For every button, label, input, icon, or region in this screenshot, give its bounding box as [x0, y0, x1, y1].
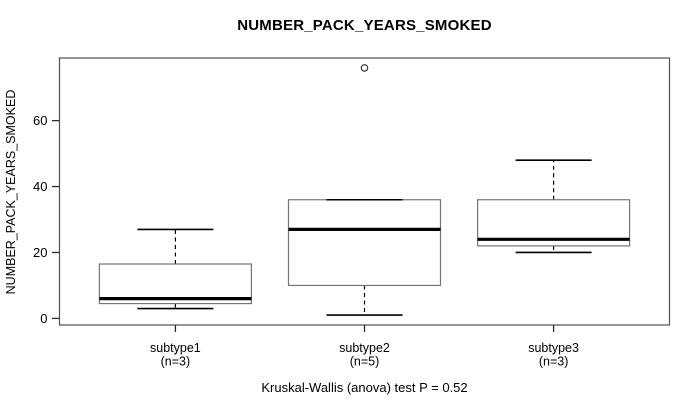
- x-tick-label-subtype2: subtype2: [339, 341, 390, 355]
- chart-title: NUMBER_PACK_YEARS_SMOKED: [237, 17, 492, 34]
- y-tick-label: 60: [33, 113, 47, 128]
- x-tick-count-subtype1: (n=3): [161, 355, 191, 369]
- y-tick-label: 0: [40, 311, 47, 326]
- x-tick-count-subtype2: (n=5): [350, 355, 380, 369]
- x-tick-label-subtype1: subtype1: [150, 341, 201, 355]
- y-tick-label: 20: [33, 245, 47, 260]
- x-tick-label-subtype3: subtype3: [528, 341, 579, 355]
- y-tick-label: 40: [33, 179, 47, 194]
- x-tick-count-subtype3: (n=3): [539, 355, 569, 369]
- iqr-box-subtype1: [98, 263, 253, 305]
- iqr-box-subtype2: [287, 199, 442, 287]
- stat-test-footnote: Kruskal-Wallis (anova) test P = 0.52: [261, 380, 468, 395]
- outlier-point: [360, 64, 369, 72]
